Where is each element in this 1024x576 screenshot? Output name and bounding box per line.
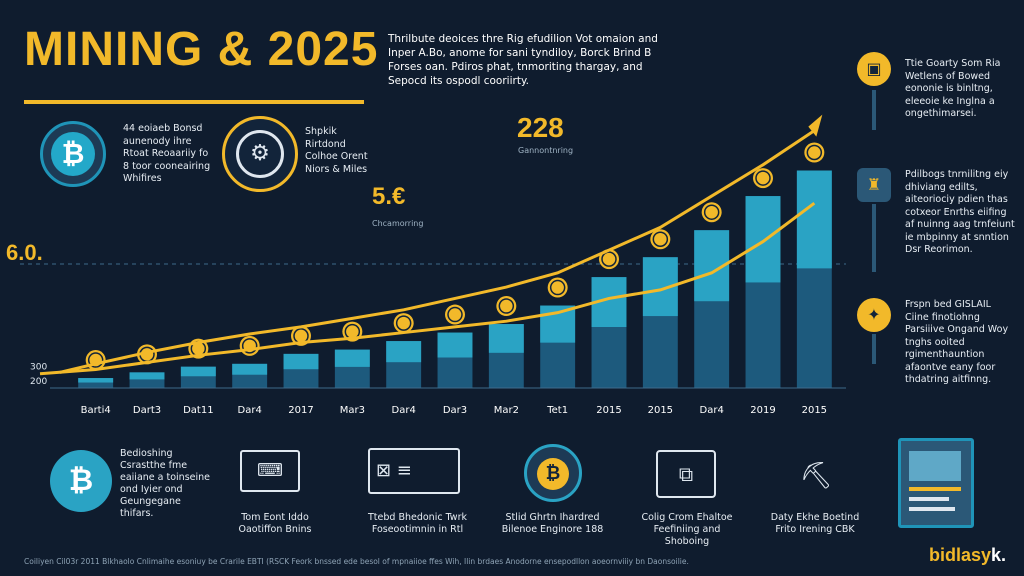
top-box-text-1: 44 eoiaeb Bonsd aunenody ihre Rtoat Reoa… [123, 123, 211, 184]
bitcoin-icon: ₿ [40, 121, 106, 187]
bar-highlight [488, 324, 524, 353]
y-tick-label: 200 [30, 377, 47, 387]
coin-icon-ring [601, 251, 617, 267]
bottom-label-2: Tom Eont Iddo Oaotiffon Bnins [238, 512, 312, 535]
x-tick-label: 2015 [596, 405, 621, 416]
x-tick-label: 2019 [750, 405, 775, 416]
coin-icon-ring [498, 298, 515, 314]
callout-value-2: 5.€ [372, 183, 406, 210]
coin-icon-ring [395, 315, 412, 331]
coin-icon-ring [652, 231, 669, 247]
x-tick-label: Mar2 [494, 405, 519, 416]
miner-cart-icon: ⛏ [799, 461, 833, 491]
bitcoin-bag-icon: ₿ [50, 450, 112, 512]
bar-highlight [232, 363, 268, 375]
rig-box-icon: ▣ [857, 52, 891, 86]
trend-line-lower [39, 201, 816, 376]
coin-icon-ring [87, 352, 104, 368]
x-tick-label: 2015 [648, 405, 673, 416]
bottom-label-3: Ttebd Bhedonic Twrk Foseootimnin in Rtl [368, 512, 467, 535]
right-connector-3 [872, 334, 876, 364]
x-tick-label: Dar4 [238, 405, 262, 416]
bitcoin-chat-icon: ₿ [524, 444, 582, 502]
bar [78, 378, 114, 388]
laptop-icon: ⌨ [240, 450, 300, 492]
coin-icon-ring [703, 204, 720, 220]
x-tick-label: Dat11 [183, 405, 213, 416]
page-title: MINING & 2025 [24, 23, 379, 76]
bar-highlight [334, 349, 370, 367]
x-tick-label: Mar3 [340, 405, 365, 416]
antenna-icon: ✦ [857, 298, 891, 332]
trend-line-upper [59, 129, 816, 374]
right-connector-1 [872, 90, 876, 130]
y-tick-label: 300 [30, 363, 47, 373]
mining-rig-icon: ⚙ [222, 116, 298, 192]
briefcase-icon: ⧉ [656, 450, 716, 498]
trend-arrow-head [808, 114, 823, 137]
right-note-3: Frspn bed GISLAIL Ciine finotiohng Parsi… [905, 299, 1009, 385]
mining-tower-icon: ♜ [857, 168, 891, 202]
callout-value-1: 6.0. [6, 240, 43, 265]
bar-highlight [283, 353, 319, 370]
title-underline [24, 100, 364, 104]
x-tick-label: Dar4 [700, 405, 724, 416]
x-tick-label: Dart3 [133, 405, 161, 416]
coin-icon-ring [241, 338, 258, 354]
coin-icon-ring [806, 144, 823, 161]
bar-highlight [437, 332, 473, 358]
x-tick-label: Dar3 [443, 405, 467, 416]
callout-sub-3: Gannontnring [518, 146, 574, 155]
bottom-label-6: Daty Ekhe Boetind Frito Irening CBK [770, 512, 860, 535]
intro-text: Thrilbute deoices thre Rig efudilion Vot… [388, 33, 658, 87]
right-note-1: Ttie Goarty Som Ria Wetlens of Bowed eon… [905, 58, 1001, 119]
brand-logo: bidlasyk. [928, 545, 1006, 565]
x-tick-label: Dar4 [392, 405, 416, 416]
right-connector-2 [872, 204, 876, 272]
bar-highlight [129, 372, 165, 380]
callout-sub-2: Chcamorring [372, 219, 424, 228]
bar-highlight [78, 378, 114, 383]
x-tick-label: Barti4 [81, 405, 111, 416]
coin-icon-ring [549, 279, 566, 296]
coin-icon-ring [447, 306, 463, 323]
coin-icon-ring [755, 170, 771, 186]
top-box-text-2: Shpkik Rirtdond Colhoe Orent Niors & Mil… [305, 126, 368, 175]
dashboard-panel-icon [898, 438, 974, 528]
x-tick-label: 2015 [802, 405, 827, 416]
bottom-label-1: Bedioshing Csrastthe fme eaiiane a toins… [120, 448, 210, 519]
right-note-2: Pdilbogs tnrnilitng eiy dhiviang edilts,… [905, 169, 1015, 255]
x-tick-label: 2017 [288, 405, 313, 416]
footer-note: Coiliyen Cil03r 2011 Blkhaolo Cnlimaihe … [24, 557, 689, 566]
bar-highlight [180, 366, 216, 377]
bar-highlight [745, 196, 781, 283]
bottom-label-5: Colig Crom Ehaltoe Feefiniing and Shoboi… [641, 512, 733, 547]
screen-icon: ⊠ ≡ [368, 448, 460, 494]
bar-highlight [796, 170, 832, 269]
callout-value-3: 228 [517, 112, 564, 143]
x-tick-label: Tet1 [546, 405, 568, 416]
bottom-label-4: Stlid Ghrtn Ihardred Bilenoe Enginore 18… [501, 512, 604, 535]
bar-highlight [386, 341, 422, 363]
